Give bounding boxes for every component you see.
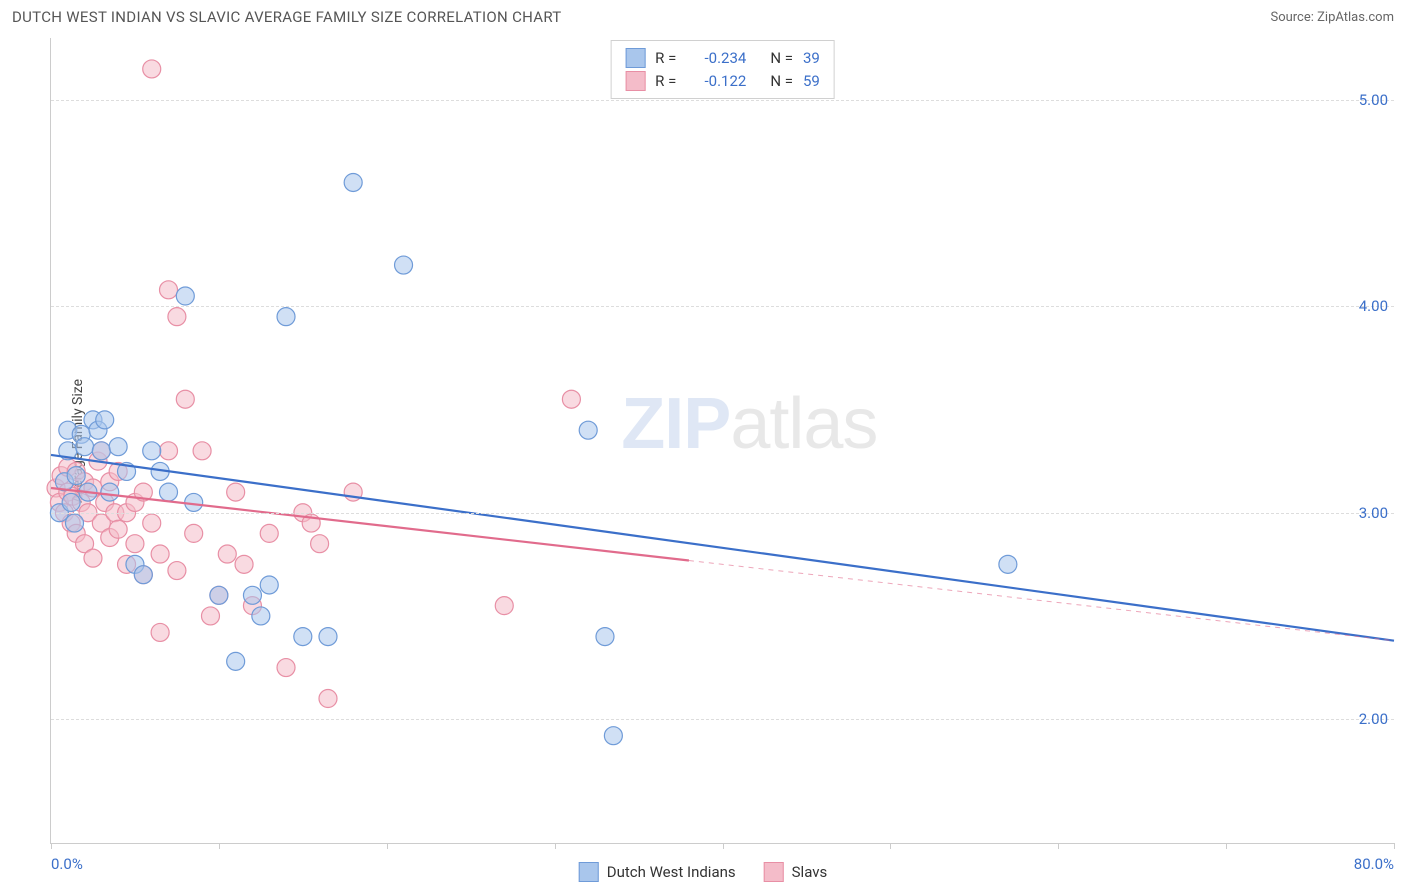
data-point-dutch <box>319 628 337 646</box>
xtick-label-left: 0.0% <box>51 855 83 873</box>
data-point-slavs <box>160 442 178 460</box>
n-label: N = <box>770 47 793 70</box>
data-point-dutch <box>999 555 1017 573</box>
data-point-slavs <box>143 60 161 78</box>
data-point-slavs <box>201 607 219 625</box>
data-point-slavs <box>151 623 169 641</box>
ytick-label: 5.00 <box>1359 91 1388 109</box>
data-point-slavs <box>143 514 161 532</box>
r-value-slavs: -0.122 <box>686 70 746 93</box>
data-point-slavs <box>84 549 102 567</box>
data-point-slavs <box>176 390 194 408</box>
chart-area: Average Family Size ZIPatlas R = -0.234 … <box>20 38 1394 844</box>
xtick <box>51 843 52 849</box>
data-point-dutch <box>294 628 312 646</box>
gridline-h <box>51 306 1394 307</box>
swatch-dutch <box>625 48 645 68</box>
corr-row-slavs: R = -0.122 N = 59 <box>625 70 820 93</box>
data-point-slavs <box>277 659 295 677</box>
data-point-dutch <box>92 442 110 460</box>
ytick-label: 3.00 <box>1359 504 1388 522</box>
data-point-slavs <box>168 562 186 580</box>
data-point-dutch <box>101 483 119 501</box>
data-point-dutch <box>160 483 178 501</box>
ytick-label: 4.00 <box>1359 297 1388 315</box>
data-point-dutch <box>62 493 80 511</box>
xtick <box>1226 843 1227 849</box>
correlation-box: R = -0.234 N = 39 R = -0.122 N = 59 <box>610 40 835 99</box>
data-point-slavs <box>260 524 278 542</box>
gridline-h <box>51 719 1394 720</box>
legend-label-slavs: Slavs <box>792 863 828 881</box>
legend-label-dutch: Dutch West Indians <box>607 863 736 881</box>
ytick-label: 2.00 <box>1359 710 1388 728</box>
data-point-dutch <box>277 308 295 326</box>
data-point-dutch <box>596 628 614 646</box>
swatch-slavs <box>625 71 645 91</box>
gridline-h <box>51 513 1394 514</box>
legend-swatch-slavs <box>764 862 784 882</box>
xtick <box>219 843 220 849</box>
xtick <box>1394 843 1395 849</box>
source-label: Source: ZipAtlas.com <box>1270 10 1394 25</box>
data-point-dutch <box>252 607 270 625</box>
data-point-dutch <box>210 586 228 604</box>
n-value-slavs: 59 <box>803 70 820 93</box>
r-label: R = <box>655 70 676 93</box>
xtick <box>387 843 388 849</box>
legend-swatch-dutch <box>579 862 599 882</box>
data-point-dutch <box>395 256 413 274</box>
data-point-dutch <box>260 576 278 594</box>
data-point-slavs <box>185 524 203 542</box>
legend-item-dutch: Dutch West Indians <box>579 862 736 882</box>
data-point-slavs <box>311 535 329 553</box>
plot-region: ZIPatlas R = -0.234 N = 39 R = -0.122 N … <box>50 38 1394 844</box>
data-point-slavs <box>160 281 178 299</box>
r-label: R = <box>655 47 676 70</box>
data-point-dutch <box>344 173 362 191</box>
chart-title: DUTCH WEST INDIAN VS SLAVIC AVERAGE FAMI… <box>12 8 562 26</box>
legend-item-slavs: Slavs <box>764 862 828 882</box>
data-point-dutch <box>66 514 84 532</box>
data-point-slavs <box>319 690 337 708</box>
n-label: N = <box>770 70 793 93</box>
data-point-slavs <box>109 520 127 538</box>
xtick <box>890 843 891 849</box>
data-point-slavs <box>227 483 245 501</box>
data-point-slavs <box>235 555 253 573</box>
r-value-dutch: -0.234 <box>686 47 746 70</box>
data-point-dutch <box>243 586 261 604</box>
xtick-label-right: 80.0% <box>1354 855 1394 873</box>
data-point-dutch <box>143 442 161 460</box>
data-point-dutch <box>579 421 597 439</box>
bottom-legend: Dutch West Indians Slavs <box>579 862 828 882</box>
data-point-slavs <box>193 442 211 460</box>
data-point-slavs <box>151 545 169 563</box>
data-point-dutch <box>96 411 114 429</box>
corr-row-dutch: R = -0.234 N = 39 <box>625 47 820 70</box>
data-point-dutch <box>134 566 152 584</box>
data-point-slavs <box>168 308 186 326</box>
data-point-slavs <box>562 390 580 408</box>
xtick <box>723 843 724 849</box>
gridline-h <box>51 100 1394 101</box>
xtick <box>555 843 556 849</box>
data-point-slavs <box>126 535 144 553</box>
data-point-dutch <box>109 438 127 456</box>
data-point-dutch <box>604 727 622 745</box>
data-point-dutch <box>67 467 85 485</box>
plot-svg <box>51 38 1394 843</box>
data-point-dutch <box>176 287 194 305</box>
data-point-slavs <box>218 545 236 563</box>
data-point-dutch <box>227 652 245 670</box>
xtick <box>1058 843 1059 849</box>
data-point-dutch <box>76 438 94 456</box>
data-point-slavs <box>495 597 513 615</box>
n-value-dutch: 39 <box>803 47 820 70</box>
